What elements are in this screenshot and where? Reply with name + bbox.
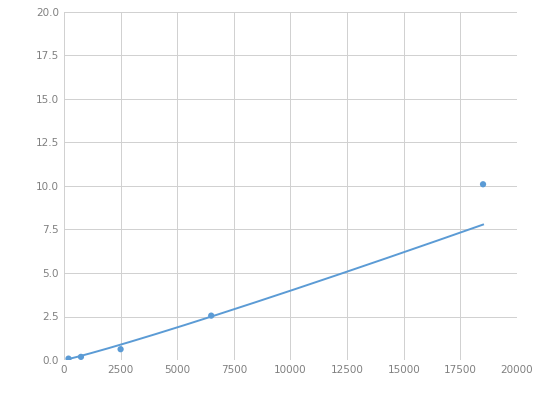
Point xyxy=(479,181,487,188)
Point xyxy=(77,354,85,360)
Point xyxy=(207,312,215,319)
Point xyxy=(116,346,125,352)
Point xyxy=(64,356,72,362)
